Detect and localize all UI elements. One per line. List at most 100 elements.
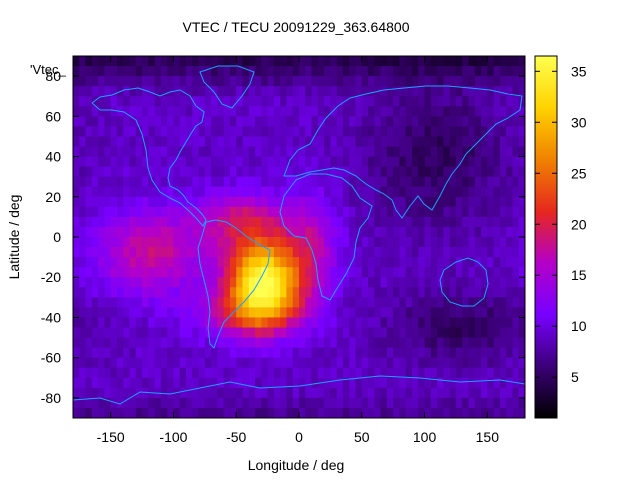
heatmap-cell — [380, 277, 388, 288]
heatmap-cell — [280, 146, 288, 158]
heatmap-cell — [361, 176, 369, 188]
heatmap-cell — [405, 166, 413, 178]
heatmap-cell — [267, 86, 275, 97]
heatmap-cell — [305, 267, 313, 278]
heatmap-cell — [455, 347, 463, 359]
heatmap-cell — [349, 196, 357, 208]
heatmap-cell — [311, 166, 319, 178]
heatmap-cell — [449, 136, 457, 148]
heatmap-cell — [98, 247, 105, 258]
heatmap-cell — [324, 277, 331, 288]
heatmap-cell — [512, 367, 520, 379]
heatmap-cell — [179, 226, 187, 238]
heatmap-cell — [493, 96, 501, 107]
heatmap-cell — [280, 126, 288, 138]
heatmap-cell — [462, 337, 470, 349]
heatmap-cell — [123, 136, 131, 148]
y-axis-label: Latitude / deg — [6, 195, 22, 280]
heatmap-cell — [135, 257, 143, 268]
heatmap-cell — [261, 307, 269, 319]
heatmap-cell — [299, 297, 306, 308]
heatmap-cell — [242, 337, 250, 349]
heatmap-cell — [273, 267, 281, 278]
heatmap-cell — [223, 76, 231, 87]
heatmap-cell — [255, 247, 262, 258]
heatmap-cell — [430, 337, 438, 349]
heatmap-cell — [512, 237, 520, 248]
heatmap-cell — [518, 76, 525, 87]
heatmap-cell — [499, 206, 507, 218]
heatmap-cell — [280, 166, 288, 178]
heatmap-cell — [85, 247, 93, 258]
heatmap-cell — [481, 226, 488, 238]
heatmap-cell — [424, 76, 432, 87]
heatmap-cell — [349, 347, 357, 359]
heatmap-cell — [462, 136, 470, 148]
heatmap-cell — [299, 156, 306, 168]
heatmap-cell — [468, 327, 476, 339]
heatmap-cell — [167, 186, 175, 198]
heatmap-cell — [305, 96, 313, 107]
heatmap-cell — [292, 267, 300, 278]
heatmap-cell — [437, 327, 444, 339]
heatmap-cell — [154, 186, 162, 198]
heatmap-cell — [437, 196, 444, 208]
heatmap-cell — [462, 267, 470, 278]
heatmap-cell — [386, 397, 394, 409]
heatmap-cell — [386, 56, 394, 67]
chart-title: VTEC / TECU 20091229_363.64800 — [182, 19, 409, 35]
heatmap-cell — [98, 116, 105, 127]
heatmap-cell — [474, 277, 482, 288]
heatmap-cell — [412, 387, 419, 399]
heatmap-cell — [192, 186, 200, 198]
heatmap-cell — [142, 126, 149, 138]
heatmap-cell — [349, 216, 357, 228]
heatmap-cell — [116, 387, 124, 399]
heatmap-cell — [386, 287, 394, 298]
heatmap-cell — [443, 237, 451, 248]
heatmap-cell — [487, 156, 495, 168]
heatmap-cell — [154, 56, 162, 67]
heatmap-cell — [223, 277, 231, 288]
heatmap-cell — [286, 287, 294, 298]
heatmap-cell — [79, 287, 87, 298]
heatmap-cell — [374, 196, 382, 208]
heatmap-cell — [449, 357, 457, 369]
heatmap-cell — [167, 277, 175, 288]
heatmap-cell — [186, 407, 193, 418]
heatmap-cell — [242, 66, 250, 77]
heatmap-cell — [242, 307, 250, 319]
heatmap-cell — [167, 247, 175, 258]
heatmap-cell — [280, 397, 288, 409]
heatmap-cell — [217, 206, 225, 218]
heatmap-cell — [261, 367, 269, 379]
heatmap-cell — [481, 206, 488, 218]
heatmap-cell — [179, 56, 187, 67]
heatmap-cell — [186, 86, 193, 97]
heatmap-cell — [273, 166, 281, 178]
heatmap-cell — [123, 96, 131, 107]
heatmap-cell — [512, 247, 520, 258]
heatmap-cell — [455, 277, 463, 288]
heatmap-cell — [110, 206, 118, 218]
heatmap-cell — [255, 96, 262, 107]
heatmap-cell — [355, 297, 363, 308]
heatmap-cell — [393, 156, 401, 168]
heatmap-cell — [135, 287, 143, 298]
heatmap-cell — [73, 337, 80, 349]
heatmap-cell — [242, 277, 250, 288]
heatmap-cell — [424, 86, 432, 97]
heatmap-cell — [91, 116, 99, 127]
heatmap-cell — [267, 317, 275, 329]
heatmap-cell — [154, 196, 162, 208]
heatmap-cell — [280, 327, 288, 339]
heatmap-cell — [462, 347, 470, 359]
heatmap-cell — [342, 287, 350, 298]
heatmap-cell — [186, 176, 193, 188]
heatmap-cell — [280, 196, 288, 208]
heatmap-cell — [91, 247, 99, 258]
heatmap-cell — [110, 216, 118, 228]
heatmap-cell — [380, 287, 388, 298]
heatmap-cell — [273, 387, 281, 399]
heatmap-cell — [462, 327, 470, 339]
